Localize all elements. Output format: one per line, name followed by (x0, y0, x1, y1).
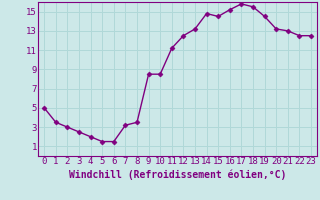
X-axis label: Windchill (Refroidissement éolien,°C): Windchill (Refroidissement éolien,°C) (69, 169, 286, 180)
